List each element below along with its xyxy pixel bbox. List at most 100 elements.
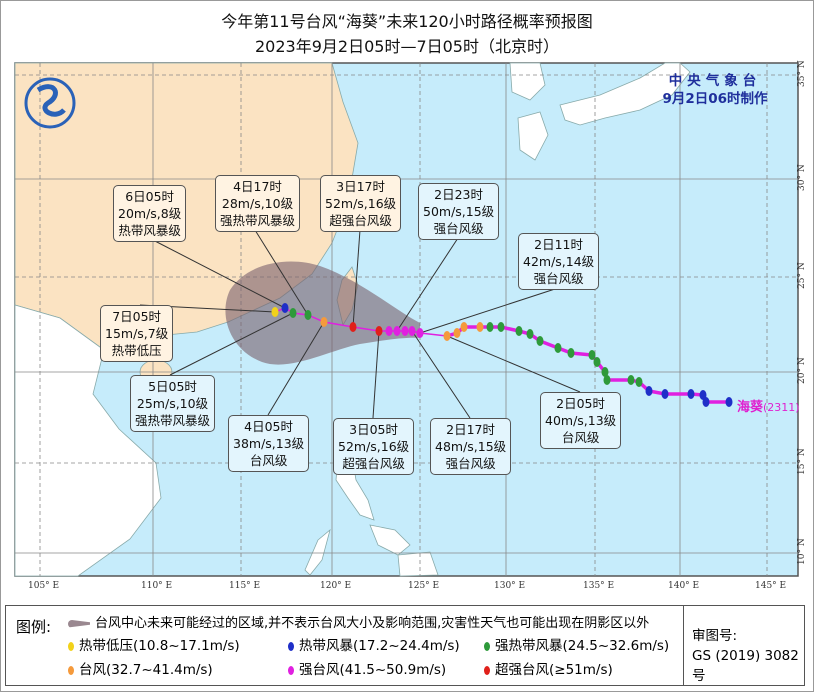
lat-lon-grid: 105° E 110° E 115° E 120° E 125° E 130° E 135°… — [15, 60, 807, 591]
track-point — [408, 326, 416, 336]
legend-item-sty: 强台风(41.5~50.9m/s) — [288, 658, 446, 678]
probability-cone — [225, 261, 420, 365]
legend-text: 超强台风(≥51m/s) — [495, 662, 613, 678]
track-point — [593, 357, 601, 367]
legend: 图例: 台风中心未来可能经过的区域,并不表示台风大小及影响范围,灾害性天气也可能… — [5, 605, 805, 686]
track-point — [526, 329, 534, 339]
track-point — [460, 322, 468, 332]
callout-time: 2日11时 — [534, 237, 584, 252]
track-point — [271, 307, 279, 317]
lat-label: 25° N — [797, 262, 807, 289]
forecast-callout: 3日05时 52m/s,16级 超强台风级 — [333, 418, 415, 475]
lon-label: 105° E — [28, 581, 59, 591]
forecast-callout: 7日05时 15m/s,7级 热带低压 — [100, 305, 174, 362]
land-palawan — [304, 528, 331, 576]
lat-label: 20° N — [797, 357, 807, 384]
track-point — [635, 377, 643, 387]
dot-icon — [288, 641, 294, 651]
track-point — [486, 322, 494, 332]
typhoon-code: (2311) — [763, 401, 800, 414]
leader-line — [254, 229, 309, 316]
leader-line — [396, 237, 459, 332]
agency-name: 中央气象台 — [668, 73, 762, 89]
track-point — [375, 326, 383, 336]
lat-label: 15° N — [797, 448, 807, 475]
leader-line — [152, 239, 286, 309]
callout-time: 4日05时 — [244, 419, 294, 434]
lon-label: 120° E — [320, 581, 351, 591]
forecast-callout: 3日17时 52m/s,16级 超强台风级 — [320, 175, 402, 232]
callout-wind: 52m/s,16级 — [338, 439, 410, 454]
callout-level: 台风级 — [249, 453, 288, 468]
forecast-track — [271, 303, 733, 407]
cone-swatch-icon — [68, 619, 90, 628]
review-label: 审图号: — [692, 628, 738, 644]
track-point — [603, 375, 611, 385]
legend-text: 台风(32.7~41.4m/s) — [79, 662, 213, 678]
callout-wind: 42m/s,14级 — [523, 254, 595, 269]
forecast-callout: 6日05时 20m/s,8级 热带风暴级 — [113, 185, 187, 242]
callout-level: 热带风暴级 — [118, 223, 181, 238]
lon-label: 115° E — [229, 581, 260, 591]
forecast-callout: 2日17时 48m/s,15级 强台风级 — [430, 418, 512, 475]
callout-time: 5日05时 — [148, 379, 197, 394]
track-point — [320, 317, 328, 327]
legend-item-ty: 台风(32.7~41.4m/s) — [68, 658, 213, 678]
leader-line — [352, 229, 361, 328]
lat-label: 30° N — [797, 164, 807, 191]
typhoon-name: 海葵 — [737, 400, 764, 415]
legend-item-superty: 超强台风(≥51m/s) — [484, 658, 613, 678]
track-point — [416, 328, 424, 338]
callout-level: 强台风级 — [533, 271, 584, 286]
callout-level: 热带低压 — [111, 343, 162, 358]
callout-time: 4日17时 — [233, 179, 282, 194]
track-point — [699, 390, 707, 400]
leader-line — [267, 321, 325, 416]
land-japan — [559, 62, 691, 126]
forecast-callout: 2日11时 42m/s,14级 强台风级 — [518, 233, 600, 290]
legend-text: 强热带风暴(24.5~32.6m/s) — [495, 638, 670, 654]
track-point — [497, 322, 505, 332]
track-point — [289, 308, 297, 318]
legend-text: 热带低压(10.8~17.1m/s) — [79, 638, 240, 654]
track-point — [304, 310, 312, 320]
track-point — [476, 322, 484, 332]
legend-label: 图例: — [16, 618, 52, 636]
callout-wind: 20m/s,8级 — [118, 206, 182, 221]
cma-logo — [24, 77, 76, 129]
review-number: GS (2019) 3082号 — [692, 648, 799, 684]
cone-note: 台风中心未来可能经过的区域,并不表示台风大小及影响范围,灾害性天气也可能出现在阴… — [95, 616, 650, 631]
map-title: 今年第11号台风“海葵”未来120小时路径概率预报图 — [221, 12, 593, 31]
lon-label: 125° E — [408, 581, 439, 591]
track-point — [588, 350, 596, 360]
track-point — [443, 331, 451, 341]
track-point — [349, 322, 357, 332]
track-point — [453, 328, 461, 338]
legend-item-td: 热带低压(10.8~17.1m/s) — [68, 634, 240, 654]
callout-leader-lines — [139, 229, 581, 419]
callout-wind: 15m/s,7级 — [105, 326, 169, 341]
callout-level: 强台风级 — [433, 221, 484, 236]
forecast-callout: 2日05时 40m/s,13级 台风级 — [540, 392, 622, 449]
forecast-callout: 4日17时 28m/s,10级 强热带风暴级 — [215, 175, 301, 232]
track-point — [401, 326, 409, 336]
dot-icon — [68, 665, 74, 675]
track-point — [601, 367, 609, 377]
review-number-box: 审图号: GS (2019) 3082号 — [683, 606, 805, 685]
typhoon-name-label: 海葵(2311) — [737, 396, 800, 415]
track-point — [627, 375, 635, 385]
lon-label: 135° E — [583, 581, 614, 591]
callout-wind: 50m/s,15级 — [423, 204, 495, 219]
map-subtitle: 2023年9月2日05时—7日05时（北京时） — [255, 37, 559, 56]
dot-icon — [288, 665, 294, 675]
lon-label: 145° E — [755, 581, 786, 591]
track-point — [281, 303, 289, 313]
callout-wind: 40m/s,13级 — [545, 413, 617, 428]
forecast-callout: 5日05时 25m/s,10级 强热带风暴级 — [130, 375, 216, 432]
legend-text: 强台风(41.5~50.9m/s) — [299, 662, 447, 678]
callout-time: 2日17时 — [446, 422, 496, 437]
track-point — [567, 348, 575, 358]
callout-time: 2日23时 — [434, 187, 484, 202]
lon-label: 110° E — [141, 581, 172, 591]
land-kyushu — [517, 111, 549, 161]
